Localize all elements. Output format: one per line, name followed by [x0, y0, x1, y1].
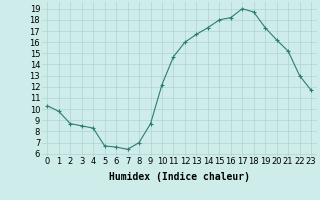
- X-axis label: Humidex (Indice chaleur): Humidex (Indice chaleur): [109, 172, 250, 182]
